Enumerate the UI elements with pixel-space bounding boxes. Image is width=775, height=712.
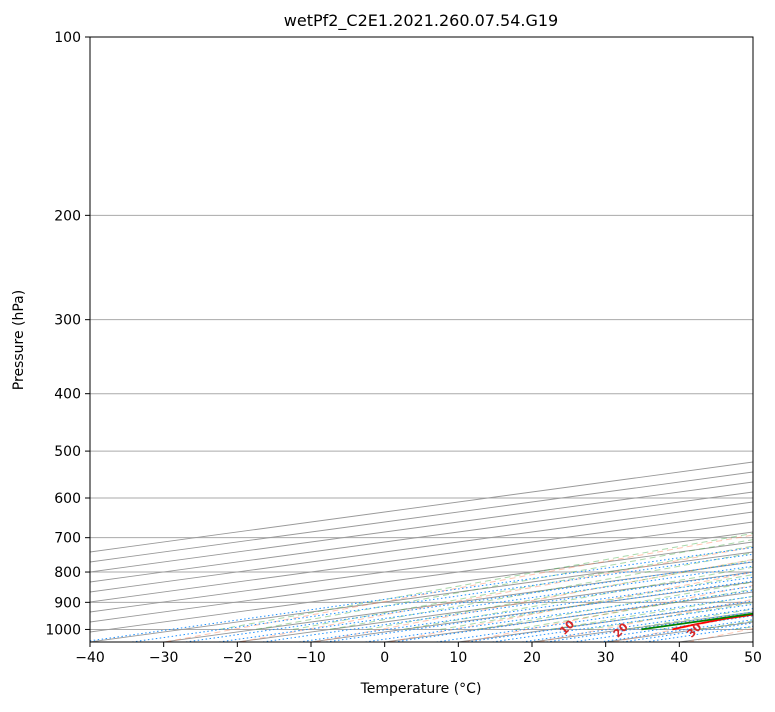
x-tick-label: −10 (296, 650, 326, 666)
chart-title: wetPf2_C2E1.2021.260.07.54.G19 (284, 11, 558, 31)
mixing-ratio-line (546, 451, 775, 642)
moist-adiabat-line (698, 37, 775, 629)
moist-adiabat-line (514, 37, 775, 629)
isotherm-line (0, 37, 775, 642)
dry-adiabat-line (688, 37, 775, 642)
moist-adiabat-line (477, 37, 775, 629)
plot-area (0, 37, 775, 642)
x-tick-label: 10 (449, 650, 467, 666)
x-tick-label: 20 (523, 650, 541, 666)
moist-adiabat-line (735, 37, 775, 629)
x-tick-label: 40 (670, 650, 688, 666)
y-axis-label: Pressure (hPa) (11, 290, 27, 390)
x-axis-label: Temperature (°C) (360, 681, 482, 697)
dry-adiabat-line (315, 37, 775, 642)
y-tick-label: 500 (54, 444, 81, 460)
mixing-ratio-line (645, 451, 775, 642)
isotherm-line (311, 37, 775, 642)
dry-adiabat-line (763, 37, 775, 642)
x-tick-label: 0 (380, 650, 389, 666)
moist-adiabat-line (661, 37, 775, 629)
y-tick-label: 300 (54, 313, 81, 329)
x-tick-label: −30 (149, 650, 179, 666)
y-tick-label: 400 (54, 387, 81, 403)
y-tick-label: 600 (54, 491, 81, 507)
isotherm-line (385, 37, 775, 642)
isotherm-line (753, 37, 775, 642)
moist-adiabat-line (551, 37, 775, 629)
y-tick-label: 200 (54, 208, 81, 224)
x-tick-label: 30 (597, 650, 615, 666)
dry-adiabat-line (539, 37, 775, 642)
axis-ticks: −40 −30 −20 −10 0 10 20 30 40 50 100 200 300 400 500 60… (45, 30, 762, 666)
dewpoint-line (641, 37, 775, 629)
isotherm-line (90, 37, 775, 642)
moist-adiabat-line (440, 37, 775, 629)
dry-adiabat-line (389, 37, 775, 642)
dry-adiabat-line (614, 37, 775, 642)
dry-adiabat-line (240, 37, 775, 642)
moist-adiabat-line (293, 37, 775, 629)
y-tick-label: 100 (54, 30, 81, 46)
moist-adiabat-line (625, 37, 775, 629)
x-tick-label: −40 (75, 650, 105, 666)
y-tick-label: 700 (54, 531, 81, 547)
x-tick-label: −20 (223, 650, 253, 666)
y-tick-label: 1000 (45, 622, 81, 638)
y-tick-label: 800 (54, 565, 81, 581)
mixing-ratio-line (326, 451, 775, 642)
y-tick-label: 900 (54, 595, 81, 611)
x-tick-label: 50 (744, 650, 762, 666)
moist-adiabat-line (256, 37, 775, 629)
